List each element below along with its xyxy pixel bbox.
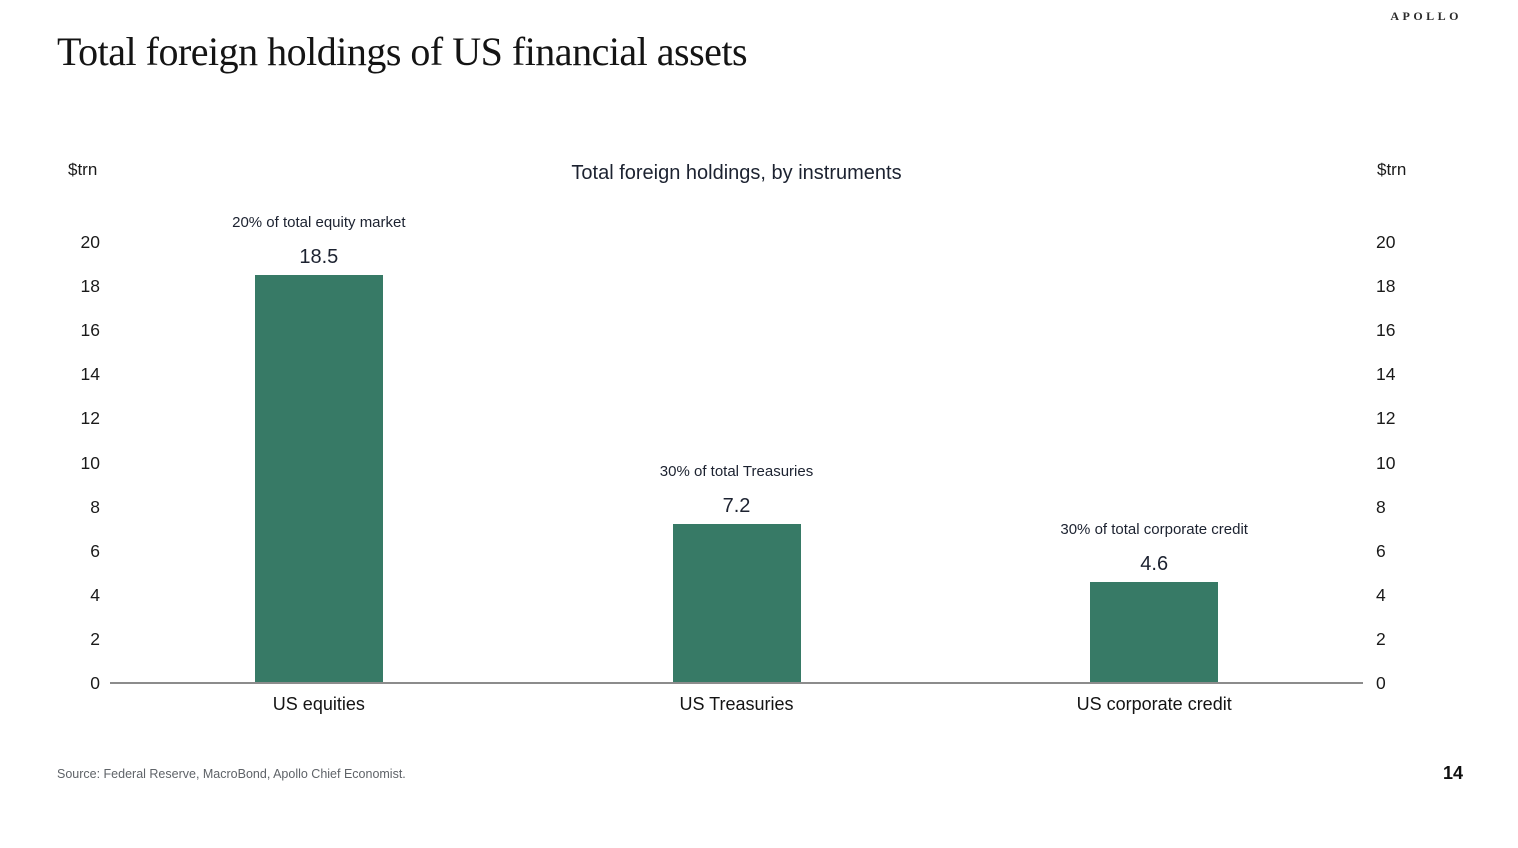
y-tick-label: 18	[80, 276, 100, 297]
y-tick-label: 8	[1376, 496, 1386, 517]
y-tick-label: 6	[1376, 540, 1386, 561]
bar-value-label: 7.2	[722, 495, 751, 518]
x-axis-line	[110, 682, 1363, 684]
bar-us-corporate-credit	[1090, 581, 1219, 683]
y-tick-label: 0	[90, 673, 100, 693]
y-axis-ticks-left: 0 2 4 6 8 10 12 14 16 18 20	[40, 232, 100, 693]
y-tick-label: 0	[1376, 673, 1386, 693]
y-tick-label: 20	[1376, 232, 1396, 252]
y-axis-unit-right: $trn	[1377, 160, 1407, 179]
page-number: 14	[1442, 763, 1463, 783]
y-tick-label: 6	[90, 540, 100, 561]
slide-title: Total foreign holdings of US financial a…	[57, 29, 748, 74]
bar-annotation: 30% of total corporate credit	[1060, 520, 1248, 538]
y-tick-label: 4	[90, 584, 100, 605]
apollo-logo: APOLLO	[1390, 9, 1462, 23]
y-tick-label: 18	[1376, 276, 1396, 297]
bar-annotation: 30% of total Treasuries	[659, 463, 814, 481]
y-tick-label: 2	[90, 628, 100, 649]
bar-annotation: 20% of total equity market	[232, 214, 406, 232]
y-tick-label: 16	[80, 320, 100, 341]
plot-area: 20% of total equity market 18.5 US equit…	[110, 214, 1363, 714]
bar-group-us-corporate-credit: 30% of total corporate credit 4.6 US cor…	[945, 242, 1363, 714]
bar-us-equities	[254, 275, 383, 683]
y-axis-unit-left: $trn	[68, 160, 98, 179]
category-label: US corporate credit	[1076, 694, 1232, 714]
bar-value-label: 18.5	[299, 246, 339, 269]
source-note: Source: Federal Reserve, MacroBond, Apol…	[57, 767, 406, 781]
y-tick-label: 16	[1376, 320, 1396, 341]
y-tick-label: 12	[1376, 408, 1396, 429]
bar-group-us-equities: 20% of total equity market 18.5 US equit…	[110, 214, 528, 714]
chart-title: Total foreign holdings, by instruments	[571, 162, 902, 184]
y-tick-label: 4	[1376, 584, 1386, 605]
y-tick-label: 2	[1376, 628, 1386, 649]
y-tick-label: 10	[1376, 452, 1396, 473]
y-tick-label: 8	[90, 496, 100, 517]
bar-group-us-treasuries: 30% of total Treasuries 7.2 US Treasurie…	[528, 242, 946, 714]
y-tick-label: 12	[80, 408, 100, 429]
y-tick-label: 20	[80, 232, 100, 252]
bar-us-treasuries	[672, 524, 801, 683]
y-tick-label: 10	[80, 452, 100, 473]
category-label: US Treasuries	[679, 694, 794, 714]
y-tick-label: 14	[80, 364, 100, 385]
category-label: US equities	[272, 694, 365, 714]
y-tick-label: 14	[1376, 364, 1396, 385]
bar-value-label: 4.6	[1140, 552, 1169, 575]
y-axis-ticks-right: 0 2 4 6 8 10 12 14 16 18 20	[1376, 232, 1436, 693]
